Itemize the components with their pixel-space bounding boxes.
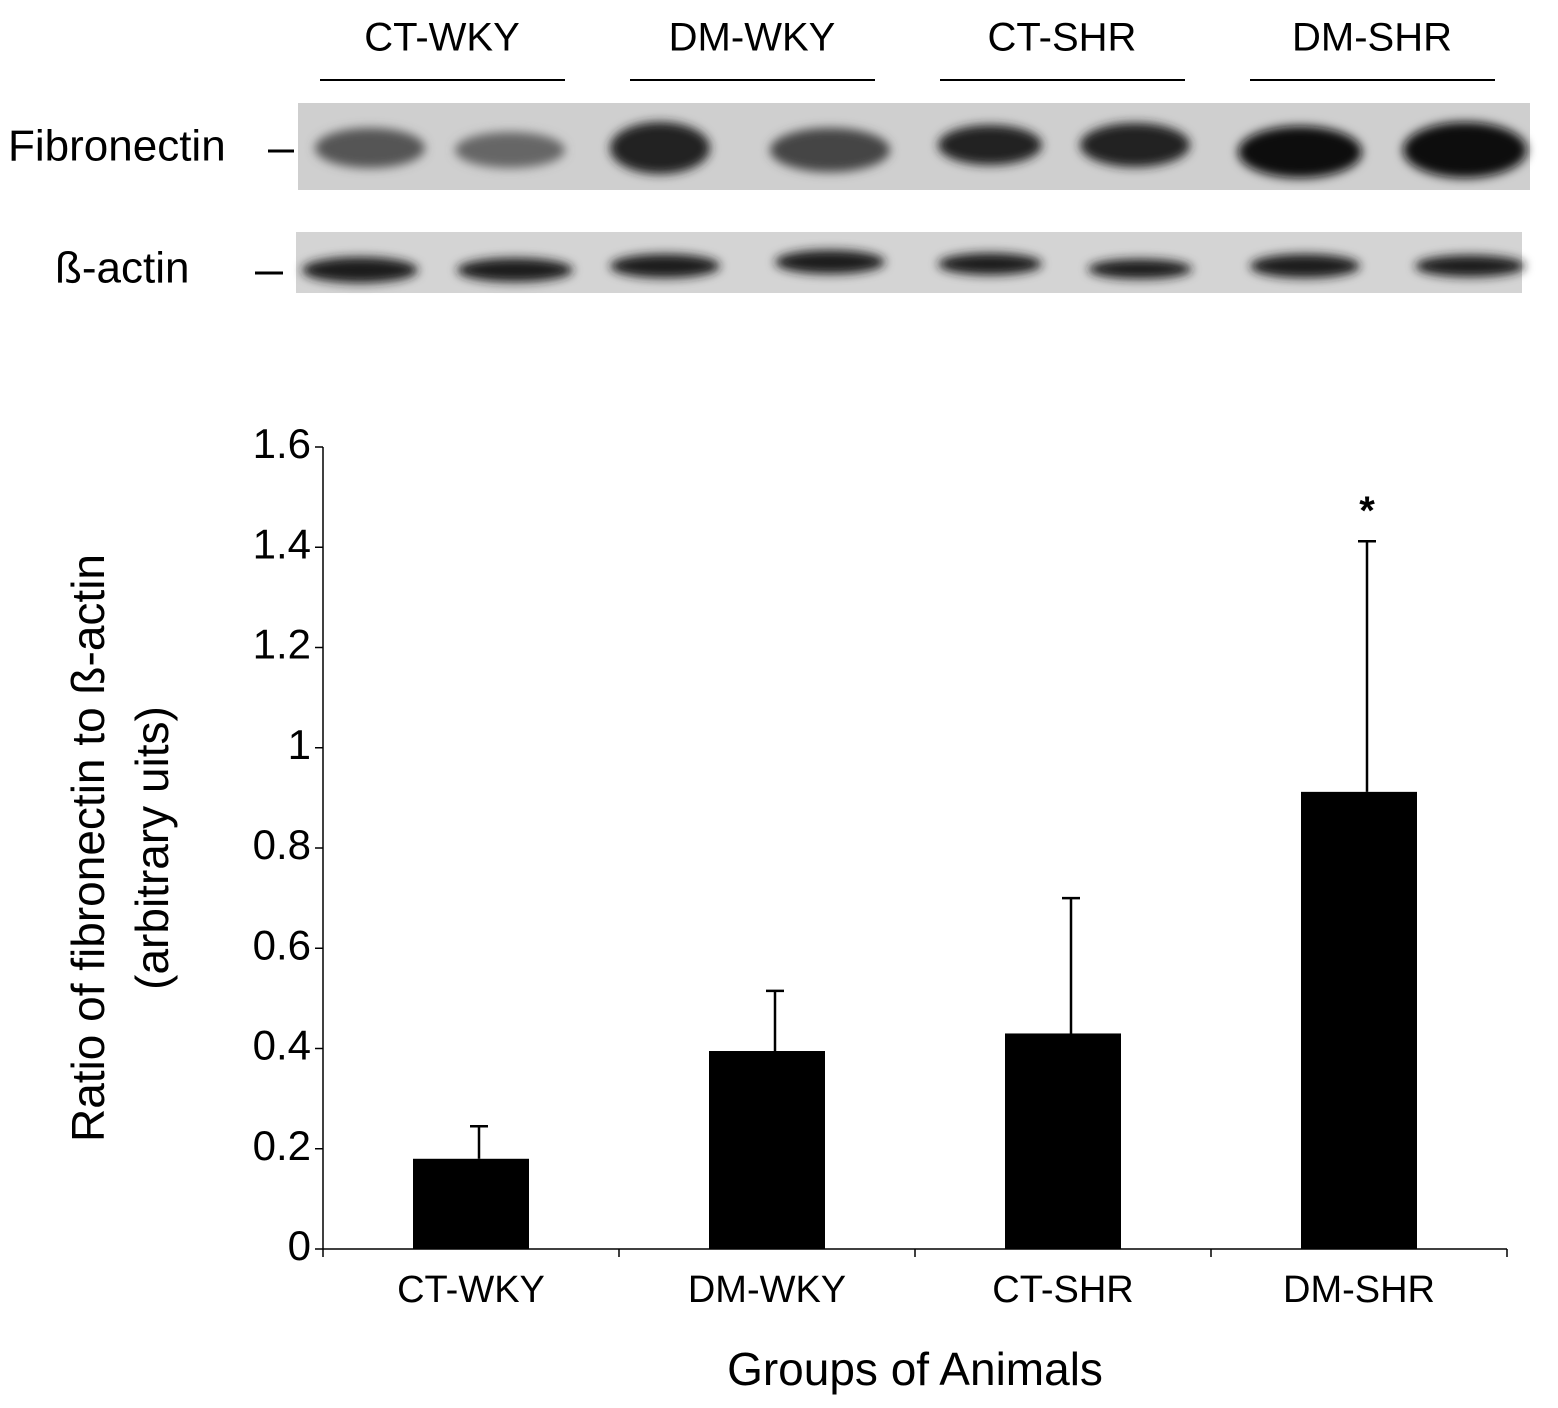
blot-group-label: DM-SHR xyxy=(1292,16,1452,60)
annotation: * xyxy=(1359,489,1375,533)
blot-row-label: ß-actin xyxy=(55,244,189,293)
y-axis-label: Ratio of fibronectin to ß-actin xyxy=(62,554,114,1142)
blot-bands xyxy=(302,122,1527,283)
x-axis-label: Groups of Animals xyxy=(727,1343,1103,1395)
y-axis-label: (arbitrary uits) xyxy=(126,706,178,990)
x-tick-label: DM-WKY xyxy=(688,1269,846,1311)
bar xyxy=(1005,1033,1121,1249)
y-tick-label: 1.4 xyxy=(253,520,311,567)
x-tick-label: DM-SHR xyxy=(1283,1269,1435,1311)
x-tick-label: CT-SHR xyxy=(992,1269,1133,1311)
y-tick-label: 0.6 xyxy=(253,921,311,968)
blot-group-label: CT-WKY xyxy=(364,16,520,60)
bar xyxy=(709,1051,825,1249)
bar xyxy=(1301,791,1417,1249)
blot-group-label: DM-WKY xyxy=(669,16,836,60)
x-tick-label: CT-WKY xyxy=(397,1269,545,1311)
y-tick-label: 1.2 xyxy=(253,621,311,668)
blot-row-label: Fibronectin xyxy=(8,122,226,171)
y-tick-label: 1 xyxy=(288,721,311,768)
bar xyxy=(413,1158,529,1249)
y-tick-label: 1.6 xyxy=(253,420,311,467)
blot-group-label: CT-SHR xyxy=(988,16,1137,60)
y-tick-label: 0 xyxy=(288,1222,311,1269)
y-tick-label: 0.4 xyxy=(253,1022,311,1069)
y-tick-label: 0.2 xyxy=(253,1122,311,1169)
western-blot: Fibronectin ß-actin xyxy=(8,103,1530,293)
y-tick-label: 0.8 xyxy=(253,821,311,868)
